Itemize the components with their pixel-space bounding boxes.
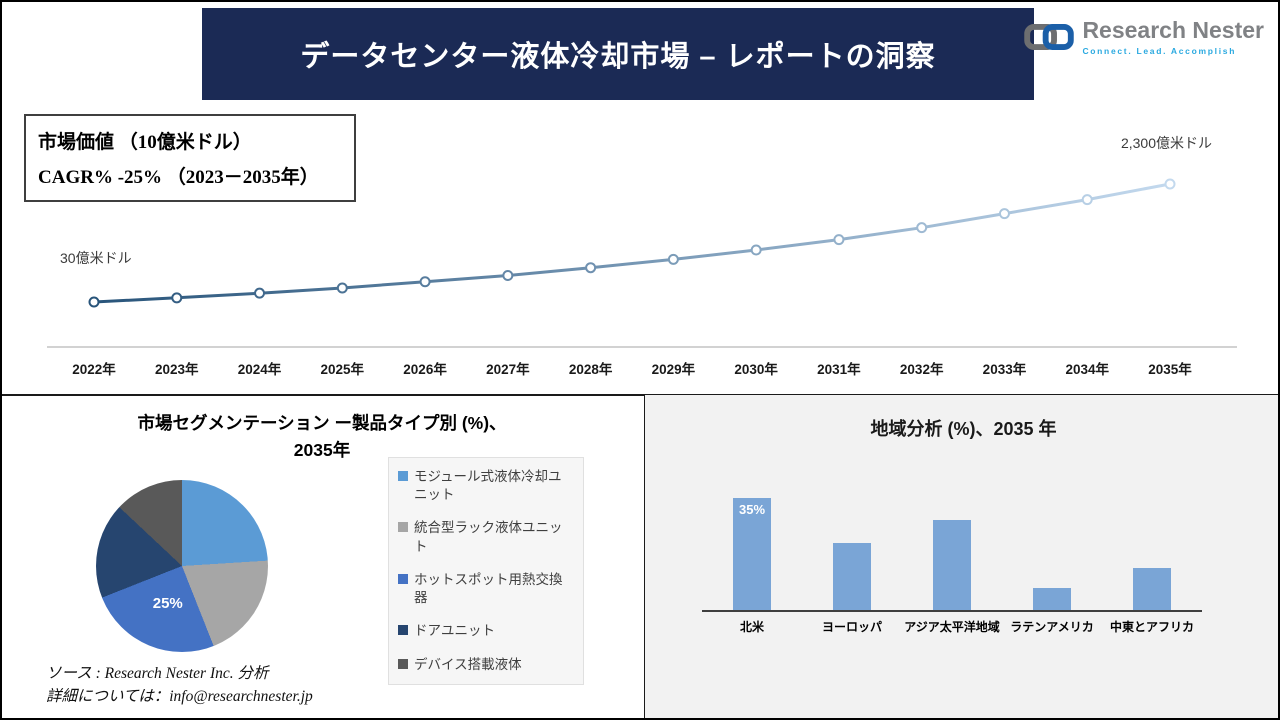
line-marker [1081,194,1093,206]
region-bar-4 [1033,587,1071,610]
bar-column [902,395,1002,610]
bar-column [802,395,902,610]
x-axis-label: 2028年 [568,362,613,377]
line-marker [171,292,183,304]
pie-title-line2: 2035年 [293,440,351,461]
logo-tagline: Connect. Lead. Accomplish [1082,46,1237,57]
x-axis-label: 2023年 [154,362,199,377]
line-marker [916,222,928,234]
region-bar-2 [833,542,871,610]
chain-link-logo-icon [1024,24,1075,50]
region-label: ラテンアメリカ [1010,620,1094,634]
x-axis-label: 2026年 [403,362,447,377]
legend-item-1: モジュール式液体冷却ユニット [398,468,574,504]
legend-swatch [398,658,408,669]
line-marker [88,296,100,308]
region-label: アジア太平洋地域 [904,620,1000,634]
line-marker [419,276,431,288]
kpi-box: 市場価値 （10億米ドル） CAGR% -25% （2023－2035年） [24,114,356,202]
line-marker [998,208,1010,220]
line-marker [585,262,597,274]
pie-chart-title: 市場セグメンテーション ー製品タイプ別 (%)、 2035年 [42,410,602,464]
bar-column [1002,395,1102,610]
legend-label: ドアユニット [414,623,495,639]
kpi-cagr: CAGR% -25% （2023－2035年） [38,166,319,188]
bar-column [1102,395,1202,610]
regional-analysis-panel: 地域分析 (%)、2035 年 35% 北米 ヨーロッパ アジア太平洋地域 ラテンアメ… [645,395,1278,718]
line-marker [833,234,845,246]
x-axis-label: 2024年 [237,362,282,377]
bar-value-label: 35% [738,502,766,517]
pie-legend: モジュール式液体冷却ユニット 統合型ラック液体ユニット ホットスポット用熱交換器ドア… [388,457,584,685]
x-axis-label: 2027年 [486,362,530,377]
legend-item-2: 統合型ラック液体ユニット [398,519,574,555]
market-value-line-chart [47,178,1237,348]
x-axis-label: 2034年 [1065,362,1109,377]
x-axis-labels: 2022年 2023年 2024年 2025年 2026年 2027年 2028年 2029年… [42,358,1242,380]
legend-swatch [398,625,408,636]
legend-label: 統合型ラック液体ユニット [414,520,563,554]
legend-item-4: ドアユニット [398,622,574,640]
line-marker [667,253,679,265]
x-axis-label: 2032年 [899,362,944,377]
regional-bars: 35% [702,395,1202,610]
report-title: データセンター液体冷却市場 – レポートの洞察 [300,41,936,73]
logo-name: Research Nester [1082,17,1264,43]
region-label: ヨーロッパ [821,620,882,634]
legend-swatch [398,471,408,481]
legend-swatch [398,573,408,584]
x-axis-label: 2025年 [320,362,365,377]
legend-item-5: デバイス搭載液体 [398,656,574,674]
line-end-value-label: 2,300億米ドル [1120,135,1212,151]
contact-line: 詳細については：info@researchnester.jp [46,687,313,705]
bar-column: 35% [702,395,802,610]
x-axis-label: 2033年 [982,362,1027,377]
legend-label: モジュール式液体冷却ユニット [414,469,562,503]
line-start-value-label: 30億米ドル [60,250,132,266]
line-marker [1164,178,1176,190]
legend-item-3: ホットスポット用熱交換器 [398,571,574,607]
legend-swatch [398,522,408,533]
x-axis-label: 2030年 [734,362,778,377]
region-bar-1: 35% [733,498,771,610]
bar-x-axis-line [702,610,1202,612]
bar-category-labels: 北米 ヨーロッパ アジア太平洋地域 ラテンアメリカ 中東とアフリカ [702,618,1202,635]
x-axis-label: 2035年 [1148,362,1192,377]
legend-label: デバイス搭載液体 [414,656,522,672]
kpi-market-value: 市場価値 （10億米ドル） [38,132,252,154]
bar-chart-title: 地域分析 (%)、2035 年 [870,419,1057,439]
region-label: 北米 [739,620,764,634]
x-axis-label: 2031年 [817,362,861,377]
logo-text: Research Nester Connect. Lead. Accomplis… [1082,17,1264,57]
x-axis-label: 2029年 [651,362,696,377]
region-bar-5 [1133,568,1171,610]
line-marker [254,287,266,299]
line-marker [336,282,348,294]
x-axis-label: 2022年 [72,362,116,377]
report-header: データセンター液体冷却市場 – レポートの洞察 [202,8,1034,100]
trend-line [93,182,1171,304]
region-bar-3 [933,520,971,610]
source-footer: ソース : Research Nester Inc. 分析 詳細については：in… [46,663,313,708]
region-label: 中東とアフリカ [1109,620,1194,634]
line-marker [502,269,514,281]
pie-title-line1: 市場セグメンテーション ー製品タイプ別 (%)、 [137,413,507,433]
source-line: ソース : Research Nester Inc. 分析 [46,665,269,683]
horizontal-divider [2,394,1278,396]
research-nester-logo: Research Nester Connect. Lead. Accomplis… [1023,17,1264,57]
pie-slice-value-label: 25% [152,595,183,613]
legend-label: ホットスポット用熱交換器 [414,571,563,606]
line-marker [750,244,762,256]
segmentation-pie-chart: 25% [96,480,268,652]
